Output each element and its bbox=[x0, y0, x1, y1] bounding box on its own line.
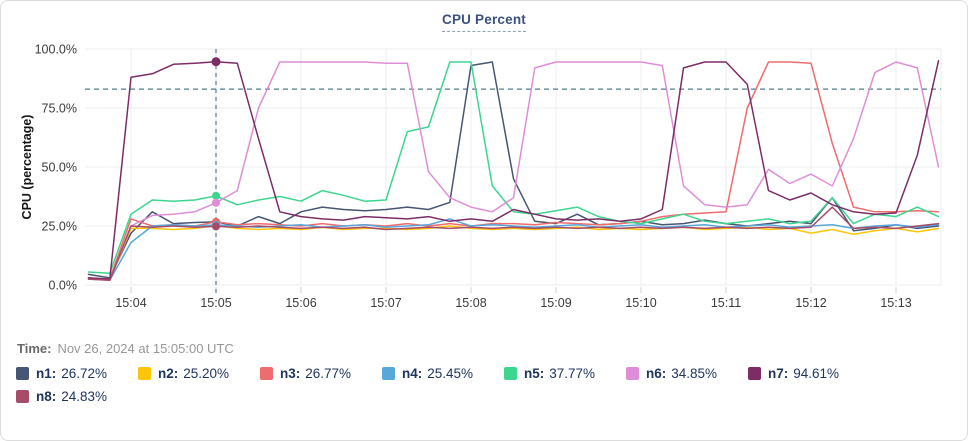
series-line-n8 bbox=[87, 206, 940, 282]
crosshair-marker-n5 bbox=[212, 191, 220, 200]
legend-label-n4: n4: bbox=[402, 366, 423, 381]
y-tick-label: 25.0% bbox=[42, 220, 77, 234]
x-tick-label: 15:05 bbox=[200, 296, 231, 310]
x-tick-label: 15:06 bbox=[285, 296, 316, 310]
y-tick-label: 100.0% bbox=[35, 43, 77, 57]
legend-label-n6: n6: bbox=[646, 366, 667, 381]
crosshair-marker-n8 bbox=[212, 222, 220, 231]
time-label: Time: bbox=[17, 341, 52, 356]
x-tick-label: 15:08 bbox=[455, 296, 486, 310]
legend-value-n3: 26.77% bbox=[305, 366, 352, 381]
x-tick-label: 15:12 bbox=[795, 296, 826, 310]
legend-value-n5: 37.77% bbox=[549, 366, 596, 381]
legend-value-n2: 25.20% bbox=[183, 366, 230, 381]
legend-swatch-n2 bbox=[138, 367, 151, 380]
legend-item-n7[interactable]: n7: 94.61% bbox=[748, 366, 870, 381]
cpu-line-chart[interactable]: 0.0% 25.0% 50.0% 75.0% 100.0% 15:04 15:05 15:06… bbox=[1, 1, 968, 321]
legend-label-n5: n5: bbox=[524, 366, 545, 381]
series-line-n7 bbox=[87, 60, 940, 280]
series-line-n1 bbox=[87, 61, 940, 279]
legend-swatch-n1 bbox=[16, 367, 29, 380]
series-line-n6 bbox=[87, 61, 940, 282]
y-tick-label: 75.0% bbox=[42, 102, 77, 116]
x-tick-label: 15:11 bbox=[711, 296, 741, 310]
legend-item-n8[interactable]: n8: 24.83% bbox=[16, 389, 138, 404]
legend-item-n6[interactable]: n6: 34.85% bbox=[626, 366, 748, 381]
legend-item-n2[interactable]: n2: 25.20% bbox=[138, 366, 260, 381]
legend-item-n3[interactable]: n3: 26.77% bbox=[260, 366, 382, 381]
series-line-n4 bbox=[87, 218, 940, 282]
x-tick-label: 15:04 bbox=[115, 296, 146, 310]
series-line-n3 bbox=[87, 61, 940, 280]
y-axis-title: CPU (percentage) bbox=[20, 115, 34, 220]
crosshair-time-row: Time: Nov 26, 2024 at 15:05:00 UTC bbox=[17, 341, 234, 356]
legend-value-n8: 24.83% bbox=[61, 389, 108, 404]
legend-item-n5[interactable]: n5: 37.77% bbox=[504, 366, 626, 381]
y-tick-label: 0.0% bbox=[49, 279, 78, 293]
chart-legend: n1: 26.72% n2: 25.20% n3: 26.77% n4: 25.45% n5: 3… bbox=[16, 366, 954, 404]
legend-swatch-n6 bbox=[626, 367, 639, 380]
chart-title[interactable]: CPU Percent bbox=[442, 12, 526, 32]
legend-label-n1: n1: bbox=[36, 366, 57, 381]
legend-label-n2: n2: bbox=[158, 366, 179, 381]
crosshair-marker-n7 bbox=[211, 57, 221, 67]
x-tick-label: 15:13 bbox=[880, 296, 911, 310]
x-tick-label: 15:09 bbox=[540, 296, 571, 310]
legend-label-n3: n3: bbox=[280, 366, 301, 381]
chart-title-wrap: CPU Percent bbox=[1, 11, 967, 32]
legend-swatch-n3 bbox=[260, 367, 273, 380]
x-tick-label: 15:07 bbox=[370, 296, 401, 310]
series-line-n5 bbox=[87, 61, 940, 274]
legend-item-n4[interactable]: n4: 25.45% bbox=[382, 366, 504, 381]
legend-swatch-n5 bbox=[504, 367, 517, 380]
legend-value-n7: 94.61% bbox=[793, 366, 840, 381]
legend-label-n8: n8: bbox=[36, 389, 57, 404]
y-tick-label: 50.0% bbox=[42, 161, 77, 175]
legend-item-n1[interactable]: n1: 26.72% bbox=[16, 366, 138, 381]
legend-swatch-n8 bbox=[16, 390, 29, 403]
legend-value-n4: 25.45% bbox=[427, 366, 474, 381]
time-value: Nov 26, 2024 at 15:05:00 UTC bbox=[57, 341, 234, 356]
legend-swatch-n7 bbox=[748, 367, 761, 380]
legend-value-n1: 26.72% bbox=[61, 366, 108, 381]
legend-label-n7: n7: bbox=[768, 366, 789, 381]
crosshair-marker-n6 bbox=[212, 198, 220, 207]
x-tick-label: 15:10 bbox=[625, 296, 656, 310]
legend-swatch-n4 bbox=[382, 367, 395, 380]
legend-value-n6: 34.85% bbox=[671, 366, 718, 381]
